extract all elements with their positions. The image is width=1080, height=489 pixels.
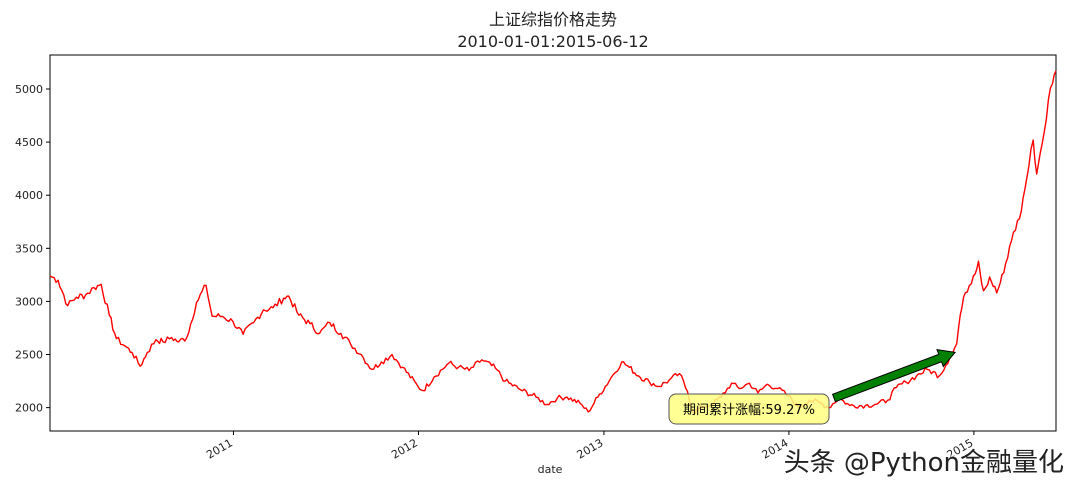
annotation-arrow bbox=[831, 348, 957, 403]
y-tick-label: 3000 bbox=[15, 295, 43, 308]
x-tick-label: 2011 bbox=[204, 436, 235, 461]
chart-subtitle: 2010-01-01:2015-06-12 bbox=[457, 32, 648, 51]
plot-area bbox=[49, 54, 1057, 432]
watermark: 头条 @Python金融量化 bbox=[783, 448, 1064, 478]
y-tick-label: 3500 bbox=[15, 242, 43, 255]
x-axis-label: date bbox=[538, 463, 563, 476]
x-tick-label: 2013 bbox=[575, 436, 606, 461]
annotation-label: 期间累计涨幅:59.27% bbox=[683, 403, 815, 418]
y-tick-label: 4500 bbox=[15, 136, 43, 149]
y-tick-label: 2000 bbox=[15, 402, 43, 415]
chart-title: 上证综指价格走势 bbox=[489, 10, 617, 29]
y-axis: 2000 2500 3000 3500 4000 4500 5000 bbox=[15, 83, 50, 415]
price-line bbox=[49, 70, 1057, 415]
series-layer bbox=[49, 70, 1057, 415]
annotation-box bbox=[668, 393, 830, 425]
annotation: 期间累计涨幅:59.27% bbox=[668, 348, 957, 425]
y-tick-label: 2500 bbox=[15, 349, 43, 362]
y-tick-label: 4000 bbox=[15, 189, 43, 202]
y-tick-label: 5000 bbox=[15, 83, 43, 96]
x-tick-label: 2012 bbox=[389, 436, 420, 461]
